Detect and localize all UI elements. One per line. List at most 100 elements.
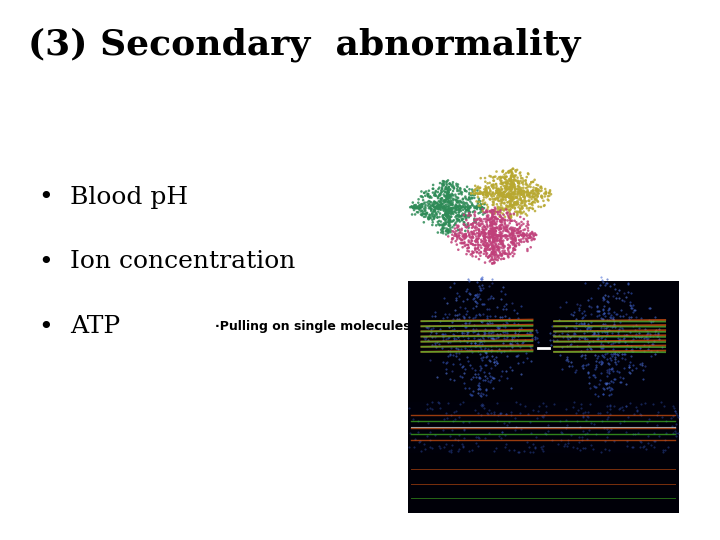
Point <box>502 198 513 207</box>
Point <box>492 207 503 216</box>
Point <box>465 191 477 200</box>
Point <box>521 202 532 211</box>
Point <box>444 207 456 215</box>
Point <box>467 233 479 242</box>
Point <box>507 217 518 225</box>
Point <box>424 211 436 219</box>
Point <box>440 211 451 219</box>
Point <box>487 188 499 197</box>
Point <box>521 180 533 189</box>
Point <box>475 230 487 238</box>
Point <box>435 194 446 203</box>
Point <box>426 198 437 207</box>
Point <box>508 202 519 211</box>
Point <box>443 183 454 191</box>
Point <box>449 207 460 216</box>
Point <box>468 229 480 238</box>
Point <box>523 190 535 198</box>
Point <box>413 204 425 213</box>
Point <box>480 247 492 256</box>
Point <box>475 174 487 183</box>
Point <box>441 177 452 186</box>
Point <box>519 225 531 234</box>
Point <box>522 245 534 253</box>
Point <box>440 205 451 213</box>
Point <box>443 226 454 235</box>
Point <box>462 221 473 230</box>
Point <box>502 244 513 253</box>
Point <box>473 226 485 235</box>
Point <box>462 220 474 228</box>
Point <box>477 197 488 205</box>
Point <box>429 198 441 207</box>
Point <box>500 185 512 194</box>
Point <box>454 184 466 192</box>
Point <box>513 198 524 207</box>
Point <box>497 240 508 249</box>
Point <box>476 228 487 237</box>
Point <box>497 180 508 188</box>
Point <box>487 229 499 238</box>
Point <box>510 200 522 208</box>
Point <box>491 187 503 195</box>
Point <box>487 222 498 231</box>
Point <box>503 193 515 202</box>
Point <box>459 194 471 202</box>
Point <box>459 212 471 221</box>
Point <box>499 193 510 201</box>
Point <box>482 190 493 199</box>
Point <box>474 189 486 198</box>
Point <box>500 192 511 201</box>
Point <box>441 183 452 191</box>
Point <box>497 188 508 197</box>
Point <box>425 213 436 222</box>
Point <box>444 191 455 200</box>
Point <box>500 185 512 193</box>
Point <box>490 186 502 195</box>
Point <box>539 185 551 193</box>
Point <box>495 235 506 244</box>
Point <box>505 189 517 198</box>
Point <box>430 191 441 200</box>
Point <box>450 206 462 214</box>
Point <box>511 228 523 237</box>
Point <box>464 208 475 217</box>
Point <box>505 172 517 180</box>
Point <box>479 222 490 231</box>
Point <box>500 182 512 191</box>
Point <box>431 202 443 211</box>
Point <box>468 189 480 198</box>
Point <box>501 202 513 211</box>
Point <box>468 186 480 195</box>
Point <box>481 186 492 194</box>
Point <box>424 193 436 201</box>
Point <box>493 254 505 262</box>
Point <box>492 231 503 240</box>
Point <box>441 205 453 214</box>
Point <box>495 204 506 212</box>
Point <box>487 249 498 258</box>
Point <box>509 234 521 243</box>
Point <box>472 193 484 201</box>
Point <box>474 221 485 230</box>
Point <box>459 204 471 213</box>
Point <box>474 231 486 240</box>
Point <box>421 208 433 217</box>
Point <box>459 186 471 195</box>
Point <box>507 182 518 191</box>
Point <box>517 197 528 206</box>
Point <box>462 247 473 255</box>
Point <box>492 192 503 200</box>
Point <box>496 220 508 228</box>
Point <box>487 227 498 236</box>
Point <box>518 190 529 199</box>
Point <box>521 187 533 196</box>
Point <box>442 190 454 198</box>
Point <box>452 194 464 202</box>
Point <box>509 180 521 189</box>
Point <box>486 219 498 227</box>
Point <box>477 205 488 213</box>
Point <box>480 242 491 251</box>
Point <box>504 201 516 210</box>
Point <box>433 203 444 212</box>
